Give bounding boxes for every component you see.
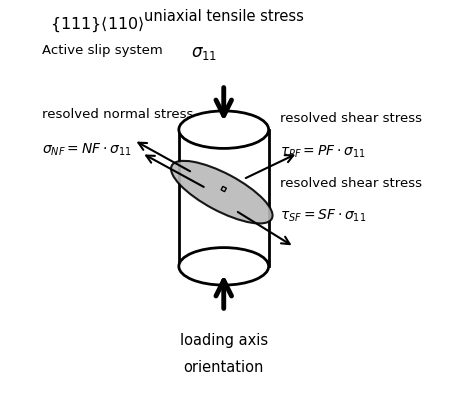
Text: Active slip system: Active slip system (42, 44, 163, 57)
Text: uniaxial tensile stress: uniaxial tensile stress (144, 9, 304, 24)
Text: $\tau_{SF} = SF \cdot \sigma_{11}$: $\tau_{SF} = SF \cdot \sigma_{11}$ (280, 208, 367, 224)
Text: orientation: orientation (184, 360, 264, 375)
Text: loading axis: loading axis (180, 333, 268, 348)
Text: $\{111\}\langle 110 \rangle$: $\{111\}\langle 110 \rangle$ (50, 15, 144, 34)
Ellipse shape (179, 111, 269, 148)
Ellipse shape (179, 248, 269, 285)
Text: resolved shear stress: resolved shear stress (280, 177, 422, 190)
Text: $\sigma_{11}$: $\sigma_{11}$ (191, 44, 217, 62)
Text: resolved normal stress: resolved normal stress (42, 108, 193, 121)
Text: $\tau_{PF} = PF \cdot \sigma_{11}$: $\tau_{PF} = PF \cdot \sigma_{11}$ (280, 143, 366, 160)
Text: $\sigma_{NF} = NF \cdot \sigma_{11}$: $\sigma_{NF} = NF \cdot \sigma_{11}$ (42, 141, 132, 158)
Ellipse shape (171, 161, 273, 223)
Text: resolved shear stress: resolved shear stress (280, 112, 422, 125)
FancyBboxPatch shape (179, 129, 269, 267)
